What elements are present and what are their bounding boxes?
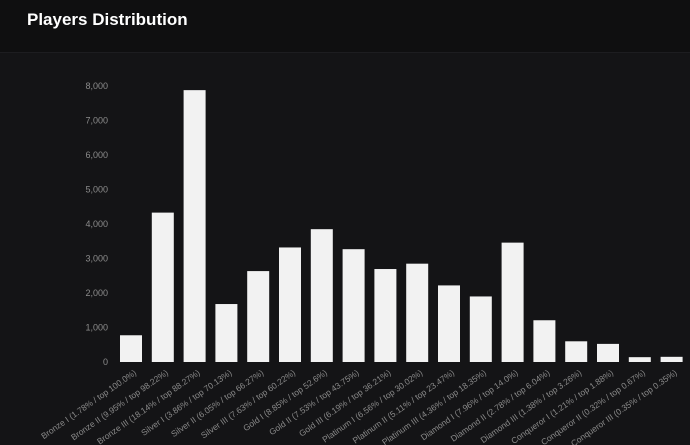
bar[interactable] <box>469 296 492 362</box>
y-tick-label: 0 <box>103 357 108 367</box>
bar[interactable] <box>215 304 238 362</box>
bar[interactable] <box>533 320 556 362</box>
y-tick-label: 4,000 <box>85 219 108 229</box>
y-tick-label: 6,000 <box>85 150 108 160</box>
y-tick-label: 2,000 <box>85 288 108 298</box>
bar[interactable] <box>438 285 460 362</box>
chart-area: 0 1,000 2,000 3,000 4,000 5,000 6,000 7,000 8,00… <box>0 53 690 445</box>
bar[interactable] <box>597 343 619 362</box>
x-axis: Bronze I (1.78% / top 100.0%)Bronze II (… <box>39 367 679 445</box>
bar[interactable] <box>565 341 588 362</box>
y-tick-label: 1,000 <box>85 323 108 333</box>
bar[interactable] <box>120 335 142 362</box>
players-distribution-chart: 0 1,000 2,000 3,000 4,000 5,000 6,000 7,000 8,00… <box>39 81 683 445</box>
bars <box>120 90 683 362</box>
bar[interactable] <box>406 263 429 362</box>
bar[interactable] <box>247 271 270 362</box>
header: Players Distribution <box>0 0 690 53</box>
bar[interactable] <box>310 229 333 362</box>
bar[interactable] <box>183 90 206 362</box>
y-tick-label: 5,000 <box>85 185 108 195</box>
bar[interactable] <box>374 269 397 362</box>
bar[interactable] <box>628 357 651 362</box>
bar[interactable] <box>151 212 174 362</box>
y-tick-label: 3,000 <box>85 254 108 264</box>
bar[interactable] <box>660 356 683 362</box>
y-tick-label: 7,000 <box>85 116 108 126</box>
page-title: Players Distribution <box>27 10 188 29</box>
bar[interactable] <box>501 242 524 362</box>
bar[interactable] <box>279 247 301 362</box>
y-axis: 0 1,000 2,000 3,000 4,000 5,000 6,000 7,000 8,00… <box>85 81 108 367</box>
y-tick-label: 8,000 <box>85 81 108 91</box>
bar[interactable] <box>342 249 365 362</box>
